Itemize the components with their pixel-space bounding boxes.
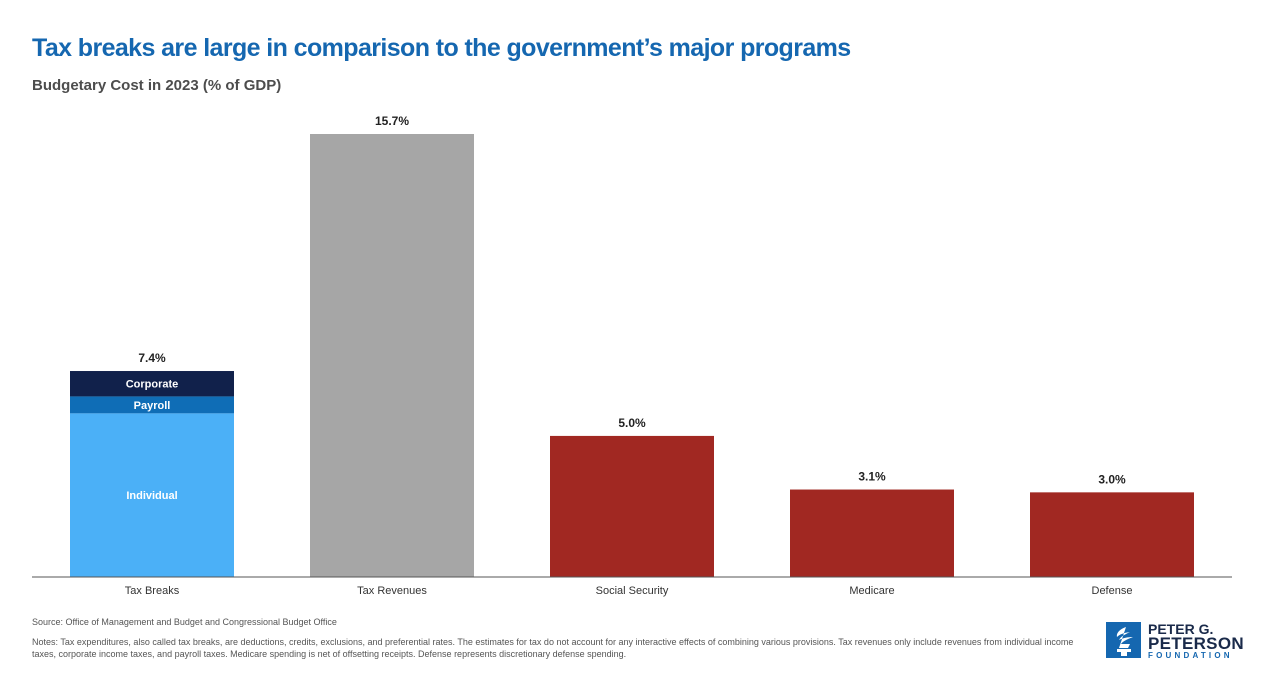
bar-segment-corporate (70, 371, 234, 397)
bar-tax-revenues (310, 134, 474, 577)
bar-social-security (550, 435, 714, 577)
torch-icon (1106, 622, 1141, 658)
segment-label-payroll: Payroll (134, 400, 171, 412)
bar-segment-payroll (70, 396, 234, 414)
chart-title: Tax breaks are large in comparison to th… (32, 34, 851, 62)
logo-line-2: PETERSON (1148, 634, 1244, 653)
bar-defense (1030, 492, 1194, 577)
chart-subtitle: Budgetary Cost in 2023 (% of GDP) (32, 77, 282, 94)
bar-chart: Individual Payroll Corporate 7.4% Tax Breaks… (32, 114, 1232, 597)
value-label: 3.1% (858, 470, 886, 484)
logo-line-3: FOUNDATION (1148, 651, 1233, 660)
x-tick-label: Social Security (596, 585, 669, 597)
notes-text: Notes: Tax expenditures, also called tax… (32, 637, 1074, 659)
bar-segment-individual (70, 413, 234, 577)
value-label: 7.4% (138, 351, 166, 365)
x-tick-label: Medicare (849, 585, 894, 597)
value-label: 3.0% (1098, 472, 1126, 486)
segment-label-individual: Individual (126, 490, 177, 502)
x-tick-label: Tax Breaks (125, 585, 180, 597)
x-tick-label: Defense (1092, 585, 1133, 597)
x-tick-label: Tax Revenues (357, 585, 427, 597)
source-note: Source: Office of Management and Budget … (32, 617, 337, 627)
bar-medicare (790, 489, 954, 577)
value-label: 5.0% (618, 416, 646, 430)
segment-label-corporate: Corporate (126, 379, 179, 391)
logo-line-1: PETER G. (1148, 621, 1214, 637)
value-label: 15.7% (375, 114, 409, 128)
peterson-foundation-logo: PETER G. PETERSON FOUNDATION (1106, 621, 1244, 660)
